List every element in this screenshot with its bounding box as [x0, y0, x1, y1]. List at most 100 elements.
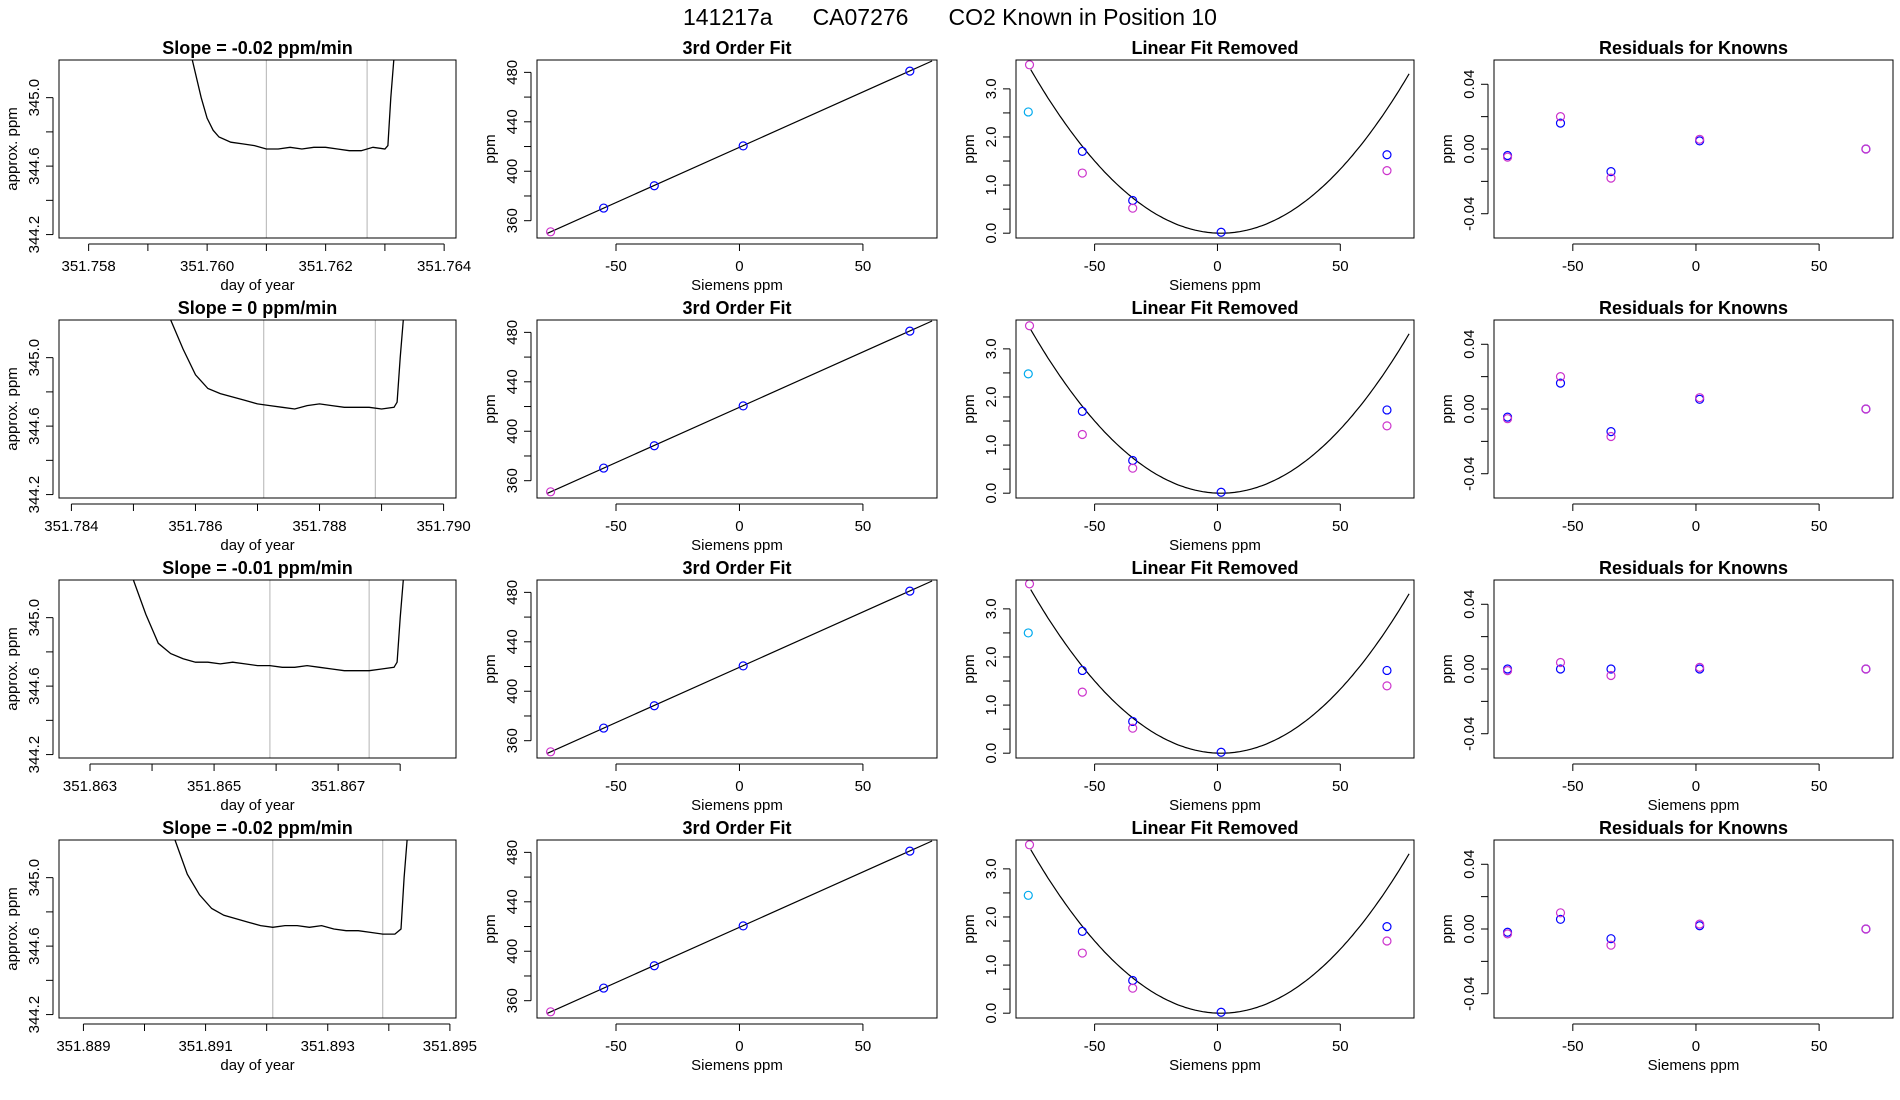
y-tick-label: 440: [504, 109, 521, 134]
data-point: [1695, 393, 1705, 403]
plot-frame: [1493, 59, 1894, 239]
y-tick-label: 2.0: [983, 907, 1000, 928]
chart-residuals-row-1: Residuals for Knowns -50 0 50 -0.04 0.00 0.04 p…: [1439, 38, 1894, 275]
x-tick-label: 351.790: [416, 518, 470, 535]
y-tick-label: 345.0: [26, 79, 43, 117]
data-point: [1216, 1007, 1226, 1017]
y-tick-label: 400: [504, 159, 521, 184]
x-tick-label: 351.893: [301, 1038, 355, 1055]
data-point: [905, 326, 915, 336]
y-tick-label: 344.2: [26, 996, 43, 1034]
data-point: [1077, 948, 1087, 958]
x-tick-label: 0: [735, 518, 743, 535]
chart-title: Slope = -0.02 ppm/min: [162, 818, 353, 838]
plot-frame: [536, 579, 938, 759]
x-tick-label: 0: [1692, 778, 1700, 795]
data-point: [905, 66, 915, 76]
y-tick-label: 345.0: [26, 339, 43, 377]
chart-title: 3rd Order Fit: [682, 38, 791, 58]
data-point: [1606, 427, 1616, 437]
plot-frame: [536, 839, 938, 1019]
y-tick-label: 400: [504, 419, 521, 444]
data-point: [1555, 112, 1566, 122]
data-point: [649, 961, 659, 971]
data-point: [1077, 687, 1087, 697]
y-tick-label: 400: [504, 679, 521, 704]
chart-slope-row-1: Slope = -0.02 ppm/min 351.758 351.760 351.7…: [4, 38, 471, 294]
chart-slope-row-4: Slope = -0.02 ppm/min 351.889 351.891 351.8…: [4, 818, 477, 1074]
x-tick-label: 50: [1332, 258, 1349, 275]
y-tick-label: 440: [504, 889, 521, 914]
x-tick-label: 351.786: [168, 518, 222, 535]
x-tick-label: 351.895: [423, 1038, 477, 1055]
data-point: [1382, 421, 1392, 431]
x-axis-label: Siemens ppm: [691, 537, 783, 554]
data-point: [738, 661, 748, 671]
chart-title: 3rd Order Fit: [682, 298, 791, 318]
chart-title: Linear Fit Removed: [1131, 818, 1298, 838]
data-point: [599, 723, 609, 733]
y-tick-label: 344.6: [26, 147, 43, 185]
x-tick-label: 351.758: [62, 258, 116, 275]
plot-frame: [58, 319, 457, 499]
x-tick-label: 351.867: [311, 778, 365, 795]
y-tick-label: 0.0: [983, 223, 1000, 244]
x-tick-label: 50: [855, 778, 872, 795]
x-tick-label: 50: [855, 518, 872, 535]
x-tick-label: -50: [1084, 1038, 1106, 1055]
chart-title: Residuals for Knowns: [1599, 298, 1788, 318]
plot-area: [174, 840, 408, 935]
chart-title: Slope = -0.01 ppm/min: [162, 558, 353, 578]
data-point: [599, 983, 609, 993]
chart-title: 3rd Order Fit: [682, 558, 791, 578]
plot-frame: [1493, 319, 1894, 499]
x-tick-label: 0: [735, 258, 743, 275]
y-axis-label: ppm: [961, 134, 978, 163]
data-point: [649, 181, 659, 191]
y-tick-label: 0.00: [1461, 394, 1478, 423]
data-point: [1382, 166, 1392, 176]
data-point: [1077, 406, 1087, 417]
data-point: [1382, 921, 1392, 932]
x-tick-label: -50: [1084, 778, 1106, 795]
data-point: [1128, 203, 1138, 213]
x-tick-label: 351.784: [44, 518, 98, 535]
plot-area: [1023, 321, 1410, 497]
data-point: [1606, 431, 1616, 442]
y-tick-label: -0.04: [1461, 717, 1478, 751]
chart-linear-removed-row-1: Linear Fit Removed -50 0 50 Siemens ppm 0.0 1.…: [961, 38, 1415, 294]
data-point: [1861, 924, 1871, 934]
data-point: [1606, 940, 1616, 950]
x-tick-label: 351.863: [63, 778, 117, 795]
y-tick-label: 360: [504, 208, 521, 233]
x-axis-label: Siemens ppm: [1169, 1057, 1261, 1074]
data-point: [1024, 580, 1035, 589]
data-point: [1555, 378, 1566, 388]
x-tick-label: -50: [1562, 1038, 1584, 1055]
y-tick-label: 2.0: [983, 647, 1000, 668]
fit-curve: [1030, 329, 1410, 494]
data-point: [599, 203, 609, 213]
y-axis-label: approx. ppm: [4, 887, 21, 970]
data-point: [1024, 60, 1035, 70]
x-tick-label: 0: [1213, 258, 1221, 275]
data-point: [1606, 934, 1616, 944]
y-tick-label: -0.04: [1461, 457, 1478, 491]
data-point: [1382, 681, 1392, 691]
plot-frame: [1015, 319, 1415, 499]
plot-frame: [536, 319, 938, 499]
x-tick-label: 351.788: [292, 518, 346, 535]
y-axis-label: ppm: [1439, 654, 1456, 683]
chart-linear-removed-row-4: Linear Fit Removed -50 0 50 Siemens ppm 0.0 1.…: [961, 818, 1415, 1074]
x-tick-label: 351.891: [178, 1038, 232, 1055]
x-tick-label: 50: [1332, 1038, 1349, 1055]
y-axis-label: ppm: [1439, 394, 1456, 423]
data-point: [1502, 666, 1513, 676]
x-axis-label: Siemens ppm: [1648, 797, 1740, 814]
y-tick-label: 345.0: [26, 599, 43, 637]
plot-area: [1023, 580, 1410, 757]
y-tick-label: 3.0: [983, 338, 1000, 359]
data-point: [1555, 664, 1566, 674]
plot-frame: [1493, 839, 1894, 1019]
